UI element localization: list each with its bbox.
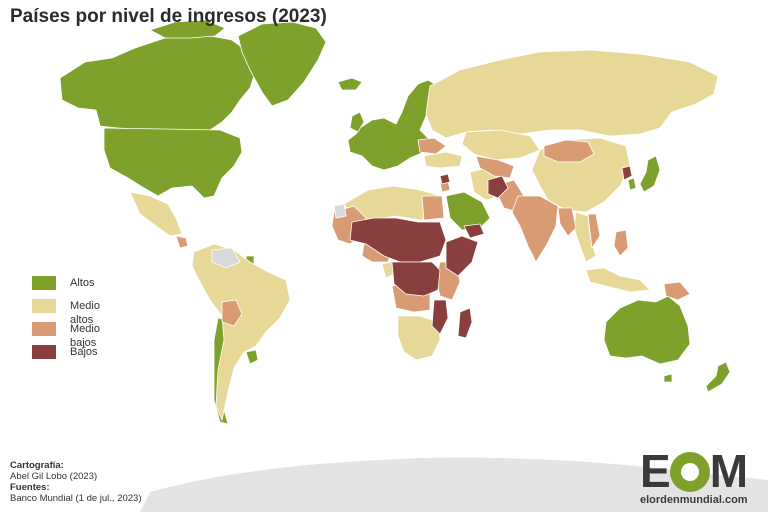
region-canada-alaska: [59, 33, 257, 137]
legend-swatch: [32, 299, 56, 313]
antarctica-region: [140, 457, 768, 512]
region-papua-new-guinea: [663, 281, 691, 301]
legend-label: Altos: [70, 277, 95, 289]
region-horn-of-africa: [445, 235, 479, 277]
region-syria: [439, 173, 451, 185]
cartography-author: Abel Gil Lobo (2023): [10, 471, 98, 482]
credits: Cartografía: Abel Gil Lobo (2023) Fuente…: [10, 460, 142, 504]
region-turkey: [423, 151, 463, 169]
region-australia: [603, 295, 691, 365]
region-uruguay: [245, 349, 259, 365]
region-saudi-arabia: [445, 191, 491, 231]
region-usa: [103, 127, 243, 199]
legend-swatch: [32, 322, 56, 336]
region-egypt: [421, 195, 445, 221]
region-venezuela: [211, 247, 241, 269]
region-southern-africa: [397, 315, 441, 361]
region-tasmania: [663, 373, 673, 383]
region-russia: [425, 49, 719, 139]
region-south-korea: [627, 177, 637, 191]
region-central-asia: [475, 155, 515, 179]
region-myanmar: [557, 207, 577, 237]
legend-label: Bajos: [70, 346, 98, 358]
legend-swatch: [32, 345, 56, 359]
region-central-america: [175, 235, 189, 249]
region-japan: [639, 155, 661, 193]
region-lower-middle-income: [175, 137, 691, 327]
legend-label: Medio bajos: [70, 323, 100, 349]
region-vietnam: [587, 213, 601, 250]
region-south-america: [191, 243, 291, 422]
region-low-income: [349, 165, 633, 339]
region-mozambique: [431, 299, 449, 335]
legend-label: Medio altos: [70, 300, 100, 326]
page-title: Países por nivel de ingresos (2023): [10, 6, 327, 27]
cartography-heading: Cartografía:: [10, 460, 64, 471]
region-arctic-islands: [148, 19, 226, 39]
region-mexico: [129, 191, 183, 237]
region-philippines: [613, 229, 629, 257]
region-india: [511, 195, 559, 263]
region-ukraine: [417, 137, 447, 155]
sources-text: Banco Mundial (1 de jul., 2023): [10, 493, 142, 504]
logo-letter-e: E: [640, 445, 671, 497]
logo-o-circle: [669, 452, 710, 492]
region-afghanistan: [487, 175, 509, 199]
region-europe-west: [347, 79, 439, 171]
region-north-korea: [621, 165, 633, 181]
region-iceland: [337, 77, 363, 91]
region-indonesia: [585, 267, 651, 293]
region-sahel: [349, 217, 447, 263]
region-kazakhstan: [461, 129, 541, 161]
logo-letter-m: M: [709, 445, 748, 497]
region-mongolia: [543, 139, 595, 163]
region-uk-ireland: [349, 111, 365, 133]
sources-heading: Fuentes:: [10, 482, 50, 493]
region-madagascar: [457, 307, 473, 339]
region-high-income: [59, 19, 731, 425]
legend-swatch: [32, 276, 56, 290]
region-bolivia: [221, 299, 243, 327]
logo-url: elordenmundial.com: [640, 494, 748, 506]
region-central-east-africa: [391, 261, 441, 297]
region-western-sahara: [333, 203, 347, 219]
region-upper-middle-income: [129, 49, 719, 422]
region-greenland: [237, 21, 327, 107]
region-yemen: [463, 223, 485, 239]
region-new-zealand: [705, 361, 731, 393]
region-no-data: [211, 203, 347, 269]
